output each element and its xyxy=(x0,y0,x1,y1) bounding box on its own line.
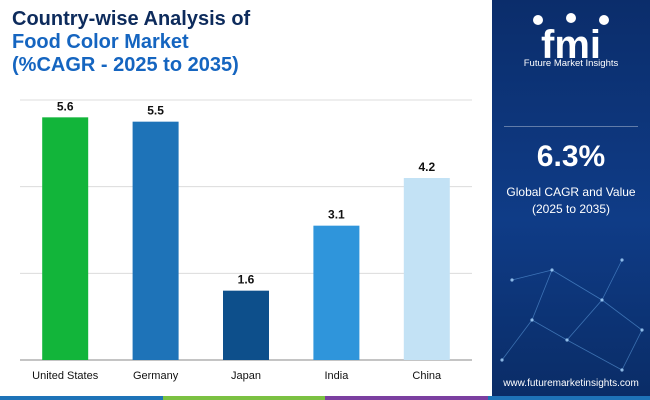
data-label: 5.6 xyxy=(57,99,74,113)
bar-china xyxy=(403,178,450,360)
data-label: 3.1 xyxy=(328,208,345,222)
title-line-3: (%CAGR - 2025 to 2035) xyxy=(12,54,239,76)
bottom-color-strip xyxy=(0,396,650,400)
data-label: 4.2 xyxy=(418,160,435,174)
strip-segment-1 xyxy=(0,396,163,400)
bar-germany xyxy=(132,121,179,361)
strip-segment-2 xyxy=(162,396,325,400)
x-tick-label: India xyxy=(324,370,349,382)
chart-title: Country-wise Analysis of Food Color Mark… xyxy=(12,8,482,77)
logo-text: fmi xyxy=(541,23,601,67)
bar-japan xyxy=(223,290,269,360)
global-cagr-value: 6.3% xyxy=(536,140,606,173)
x-tick-label: Japan xyxy=(231,370,261,382)
global-cagr-label: Global CAGR and Value (2025 to 2035) xyxy=(492,184,650,218)
strip-segment-3 xyxy=(325,396,488,400)
title-line-2: Food Color Market xyxy=(12,31,189,53)
bar-united-states xyxy=(42,117,89,360)
fmi-logo: fmi xyxy=(533,13,609,67)
global-cagr-label-line-2: (2025 to 2035) xyxy=(531,202,611,216)
bar-chart: 5.6 United States 5.5 Germany 1.6 Japan 3.1 Ind… xyxy=(20,99,472,382)
side-panel: fmi Future Market Insights 6.3% Global C… xyxy=(492,0,650,400)
bar-india xyxy=(313,225,360,360)
strip-segment-4 xyxy=(487,396,650,400)
logo-subtitle: Future Market Insights xyxy=(523,58,619,69)
data-label: 5.5 xyxy=(147,104,164,118)
x-tick-label: Germany xyxy=(133,370,179,382)
global-cagr-label-line-1: Global CAGR and Value xyxy=(506,185,636,199)
website-url: www.futuremarketinsights.com xyxy=(503,378,639,389)
title-line-1: Country-wise Analysis of xyxy=(12,8,251,30)
x-tick-label: China xyxy=(412,370,442,382)
divider xyxy=(504,126,638,127)
data-label: 1.6 xyxy=(238,273,255,287)
x-tick-label: United States xyxy=(32,370,99,382)
network-decoration xyxy=(500,258,644,372)
